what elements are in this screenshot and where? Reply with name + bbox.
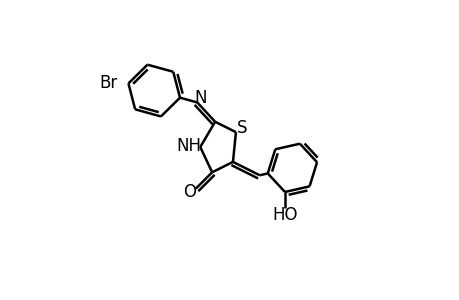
Text: S: S bbox=[236, 119, 246, 137]
Text: NH: NH bbox=[175, 136, 201, 154]
Text: HO: HO bbox=[272, 206, 297, 224]
Text: Br: Br bbox=[99, 74, 117, 92]
Text: N: N bbox=[194, 89, 206, 107]
Text: O: O bbox=[183, 183, 196, 201]
